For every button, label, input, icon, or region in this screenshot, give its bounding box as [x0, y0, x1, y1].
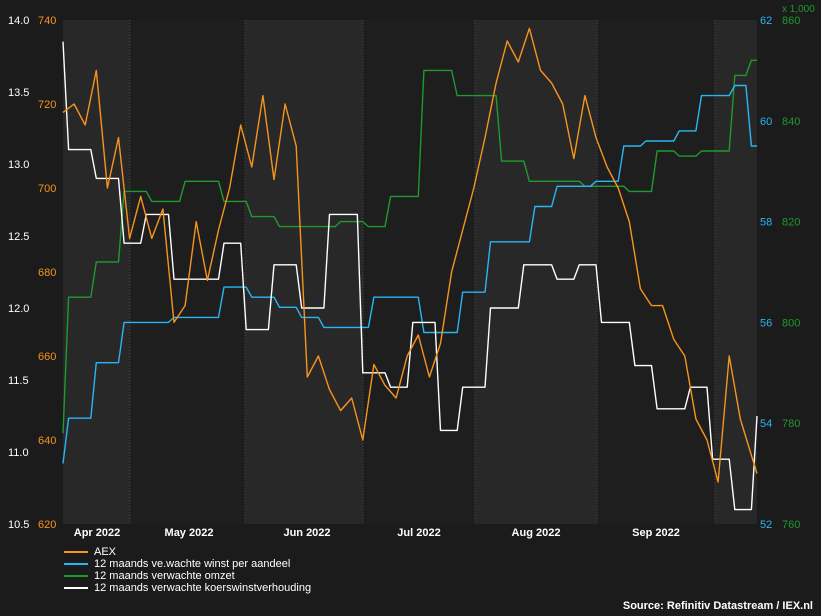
- legend-item: 12 maands verwachte omzet: [64, 570, 311, 582]
- x-tick-label: Apr 2022: [74, 527, 120, 539]
- y-tick-label-pe: 13.0: [8, 159, 29, 171]
- series-lines: [62, 27, 758, 511]
- x-tick-label: May 2022: [165, 527, 214, 539]
- month-band: [597, 20, 715, 524]
- legend: AEX 12 maands ve.wachte winst per aandeel…: [64, 546, 311, 594]
- y-tick-label-aex: 700: [38, 183, 56, 195]
- y-tick-label-pe: 10.5: [8, 519, 29, 531]
- axis-tick-labels: 14.0 13.5 13.0 12.5 12.0 11.5 11.0 10.5 740 720 70…: [8, 4, 815, 531]
- legend-swatch: [64, 551, 88, 553]
- y-tick-label-aex: 640: [38, 435, 56, 447]
- y-tick-label-aex: 720: [38, 99, 56, 111]
- y-tick-label-pe: 11.5: [8, 375, 29, 387]
- legend-item: 12 maands ve.wachte winst per aandeel: [64, 558, 311, 570]
- y-tick-label-pe: 12.0: [8, 303, 29, 315]
- x-tick-label: Aug 2022: [512, 527, 561, 539]
- y-tick-label-aex: 660: [38, 351, 56, 363]
- x-tick-label: Jul 2022: [397, 527, 440, 539]
- y-tick-label-eps: 60: [760, 116, 772, 128]
- series-line-3: [62, 41, 758, 511]
- x-tick-label: Jun 2022: [283, 527, 330, 539]
- month-bands: [63, 20, 757, 524]
- x-tick-label: Sep 2022: [632, 527, 680, 539]
- y-tick-label-aex: 620: [38, 519, 56, 531]
- legend-swatch: [64, 575, 88, 577]
- y-tick-label-pe: 12.5: [8, 231, 29, 243]
- y-tick-label-eps: 58: [760, 217, 772, 229]
- legend-item: AEX: [64, 546, 311, 558]
- y-tick-label-aex: 680: [38, 267, 56, 279]
- y-tick-label-rev: 860: [782, 15, 800, 27]
- y-tick-label-eps: 56: [760, 317, 772, 329]
- legend-label: AEX: [94, 546, 117, 558]
- month-band: [363, 20, 475, 524]
- legend-swatch: [64, 563, 88, 565]
- y-tick-label-pe: 11.0: [8, 447, 29, 459]
- y-tick-label-eps: 54: [760, 418, 772, 430]
- series-line-1: [62, 84, 757, 464]
- series-line-0: [62, 27, 758, 483]
- source-note: Source: Refinitiv Datastream / IEX.nl: [622, 600, 813, 612]
- month-band: [63, 20, 130, 524]
- series-line-2: [62, 59, 757, 434]
- legend-label: 12 maands verwachte omzet: [94, 570, 235, 582]
- legend-swatch: [64, 587, 88, 589]
- y-tick-label-pe: 13.5: [8, 87, 29, 99]
- y-tick-label-rev: 820: [782, 217, 800, 229]
- legend-label: 12 maands ve.wachte winst per aandeel: [94, 558, 291, 570]
- y-tick-label-rev: 800: [782, 317, 800, 329]
- y-tick-label-rev: 760: [782, 519, 800, 531]
- y-tick-label-pe: 14.0: [8, 15, 29, 27]
- y-tick-label-eps: 52: [760, 519, 772, 531]
- month-band: [130, 20, 245, 524]
- y-tick-label-rev: 780: [782, 418, 800, 430]
- legend-item: 12 maands verwachte koerswinstverhouding: [64, 582, 311, 594]
- legend-label: 12 maands verwachte koerswinstverhouding: [94, 582, 312, 594]
- y-tick-label-rev: 840: [782, 116, 800, 128]
- y-tick-label-aex: 740: [38, 15, 56, 27]
- y-tick-label-eps: 62: [760, 15, 772, 27]
- axis-multiplier-label: x 1,000: [782, 4, 815, 15]
- x-axis-labels: Apr 2022 May 2022 Jun 2022 Jul 2022 Aug 2022…: [74, 527, 680, 539]
